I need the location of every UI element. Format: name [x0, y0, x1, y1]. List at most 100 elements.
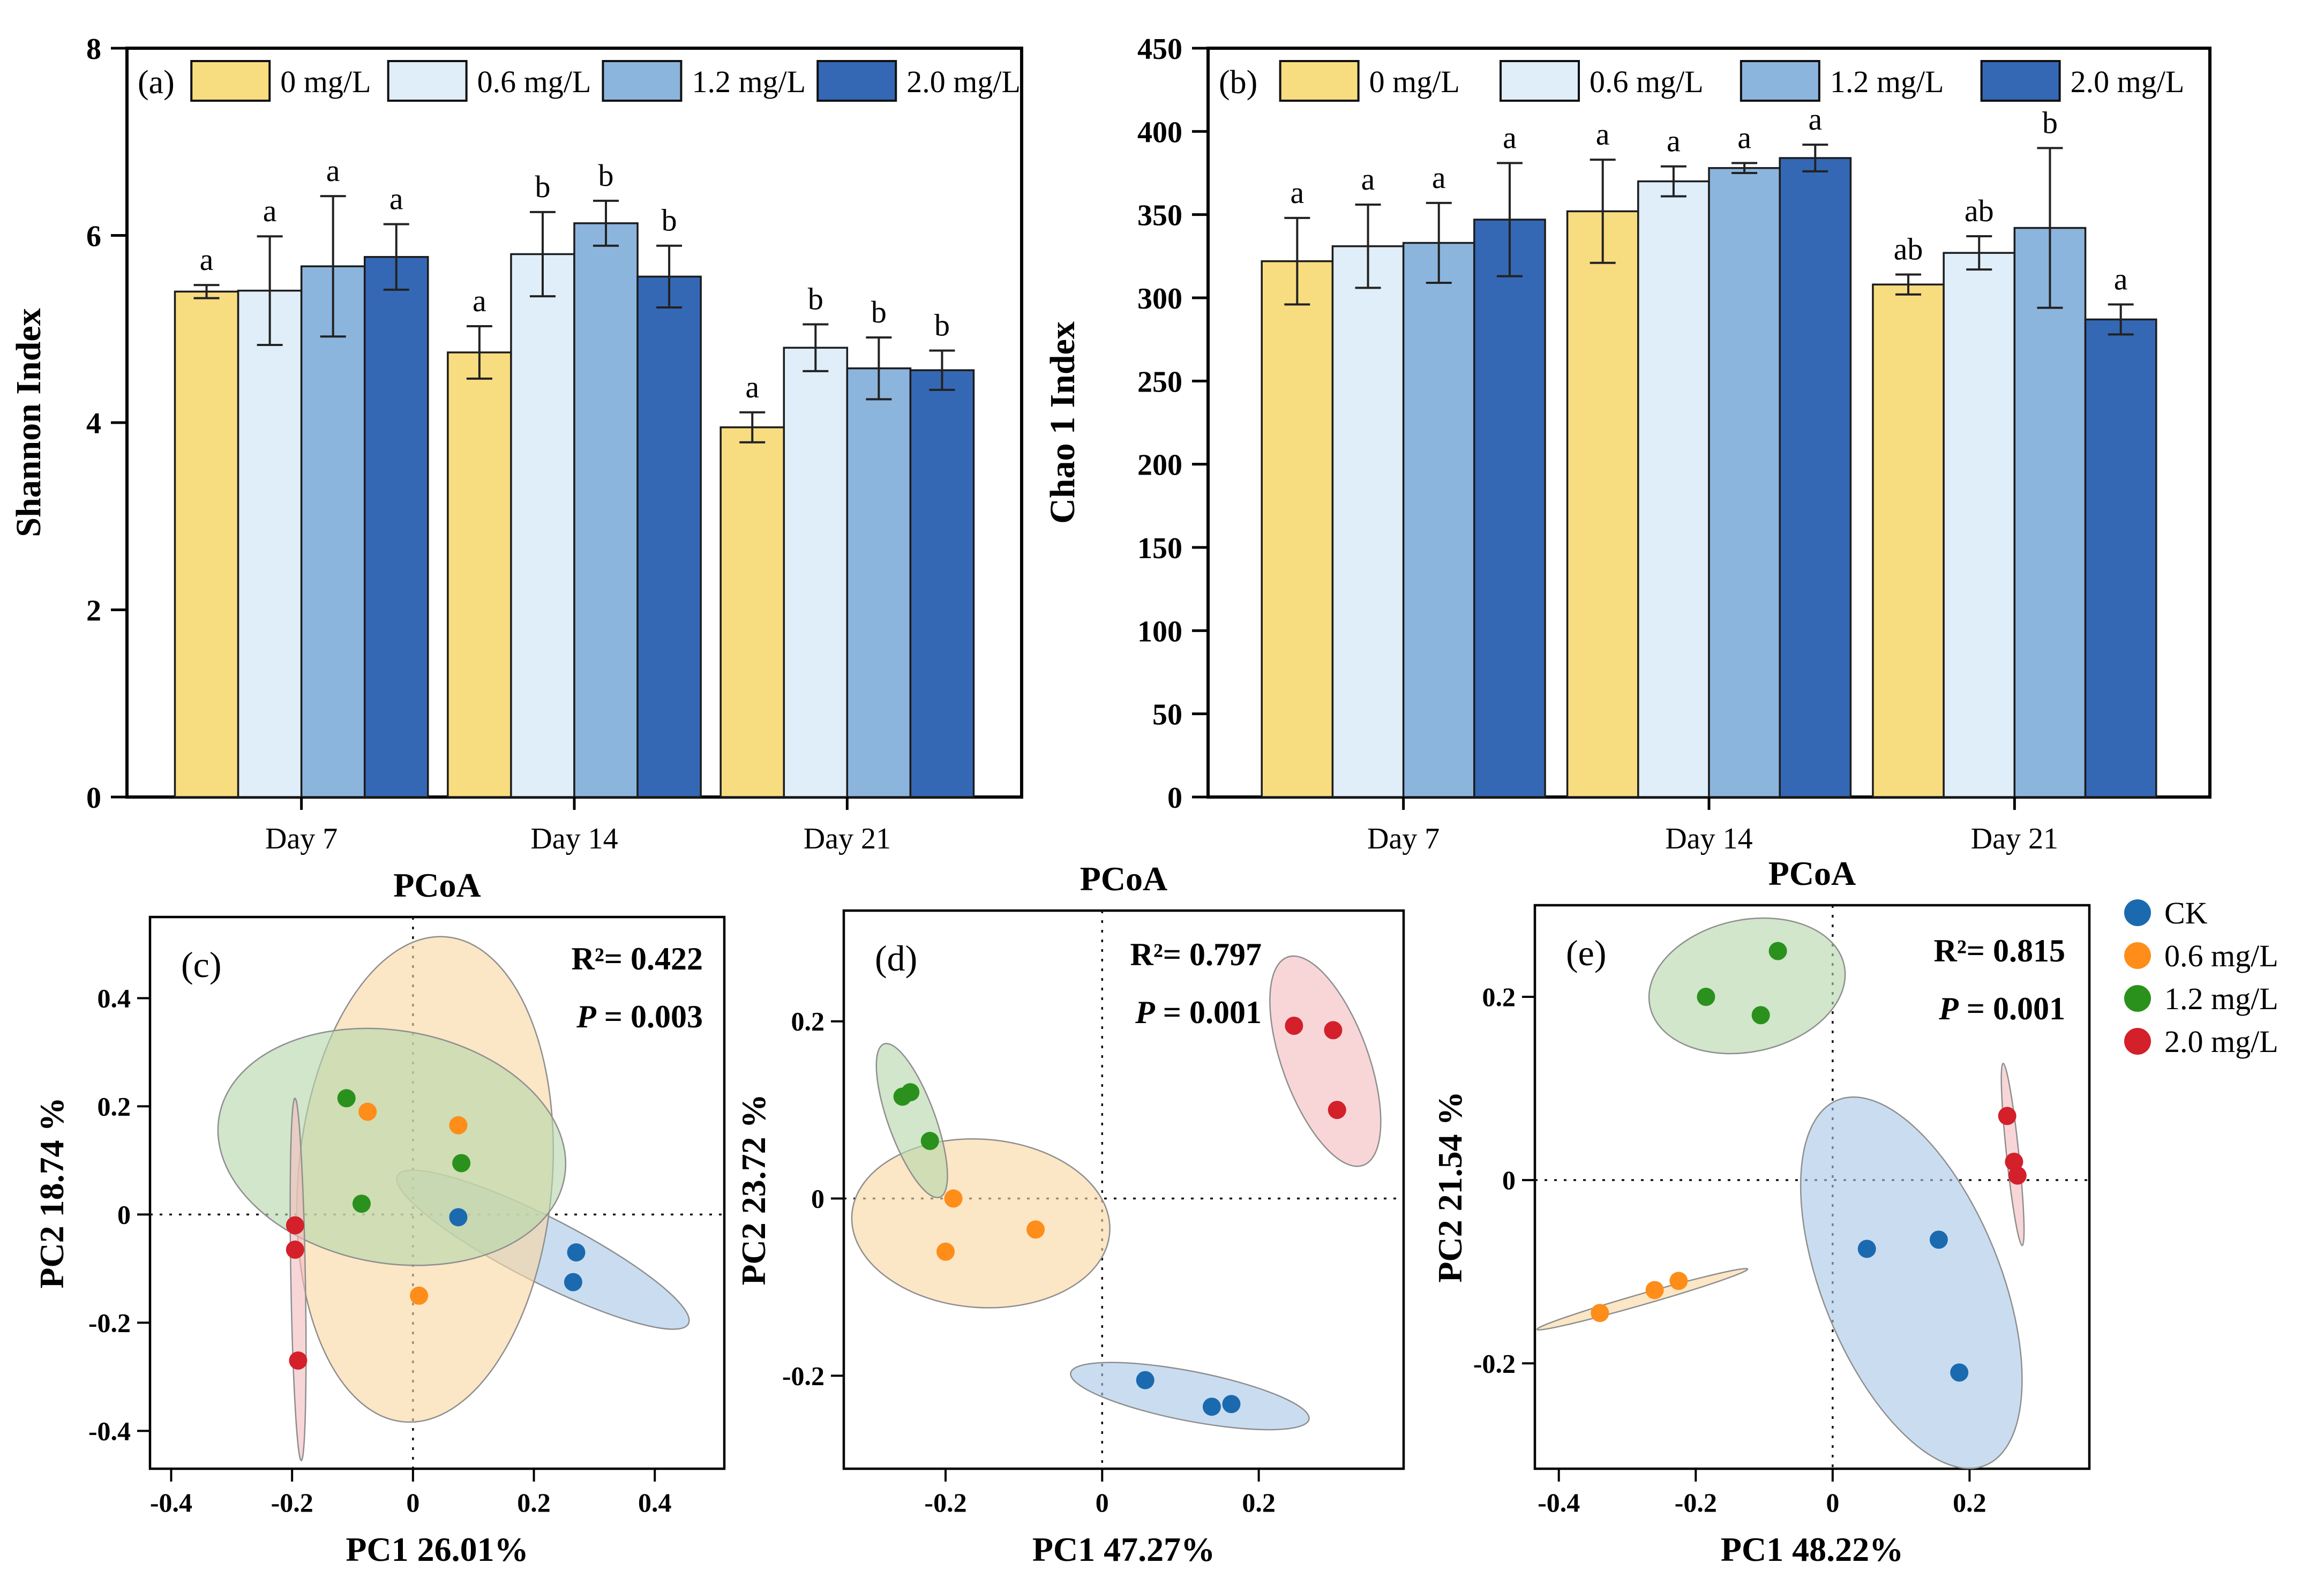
- y-axis-title: Shannon Index: [9, 308, 48, 537]
- scatter-point-0-6-mg-l: [449, 1116, 468, 1134]
- scatter-point-ck: [1136, 1371, 1154, 1389]
- y-axis-title: PC2 23.72 %: [734, 1094, 773, 1285]
- x-axis-category-label: Day 7: [265, 822, 338, 855]
- legend-swatch: [387, 60, 468, 102]
- x-axis-tick-label: -0.4: [150, 1487, 192, 1517]
- y-axis-tick-label: -0.4: [88, 1416, 131, 1446]
- scatter-point-0-6-mg-l: [358, 1102, 377, 1121]
- scatter-point-2-0-mg-l: [1998, 1107, 2016, 1125]
- scatter-point-ck: [1222, 1395, 1241, 1414]
- significance-letter: a: [326, 153, 340, 188]
- legend-dot-0-6-mg-l: [2124, 942, 2151, 969]
- bar: [363, 256, 429, 798]
- scatter-point-0-6-mg-l: [1669, 1272, 1688, 1290]
- p-annotation: P = 0.003: [576, 999, 703, 1034]
- y-axis-tick-label: -0.2: [782, 1361, 824, 1391]
- x-axis-title: PC1 26.01%: [346, 1530, 528, 1568]
- legend-label: 2.0 mg/L: [2071, 64, 2185, 99]
- legend-dot-ck: [2124, 899, 2151, 926]
- scatter-point-0-6-mg-l: [1645, 1281, 1664, 1299]
- panel-c-pcoa-plot: PCoA -0.4 -0.2 0 0.2 0.4 -0.4 -0.2 0 0.2 0.4 PC1 26…: [33, 866, 726, 1568]
- legend-swatch: [602, 60, 683, 102]
- y-axis-tick-label: 0: [1502, 1165, 1516, 1195]
- significance-letter: a: [1503, 120, 1517, 155]
- y-axis-tick-label: 8: [86, 33, 101, 66]
- significance-letter: ab: [1894, 232, 1923, 267]
- panel-b-bar-chart: 0 50 100 150 200 250 300 350 400 450 Chao 1 Index (…: [1043, 33, 2211, 855]
- y-axis-tick-label: 50: [1152, 698, 1182, 732]
- legend-label: 1.2 mg/L: [1830, 64, 1944, 99]
- confidence-ellipse-0-6-mg-l: [1536, 1268, 1749, 1331]
- significance-letter: a: [263, 193, 277, 228]
- x-axis-category-label: Day 21: [1971, 822, 2058, 855]
- significance-letter: b: [662, 203, 677, 238]
- y-axis-tick-label: 0: [117, 1199, 131, 1229]
- bar: [2084, 318, 2157, 798]
- legend-label: 0 mg/L: [280, 64, 371, 99]
- x-axis-title: PC1 48.22%: [1721, 1530, 1903, 1568]
- bar: [300, 265, 366, 798]
- x-axis-tick-label: 0: [1826, 1487, 1839, 1517]
- r2-annotation: R²= 0.797: [1130, 937, 1262, 972]
- panel-label: (a): [138, 64, 175, 101]
- legend-swatch: [816, 60, 897, 102]
- r2-annotation: R²= 0.815: [1933, 933, 2065, 968]
- x-axis-tick-label: 0.2: [1242, 1487, 1276, 1517]
- scatter-point-2-0-mg-l: [286, 1216, 304, 1235]
- y-axis-tick-label: 2: [86, 595, 101, 628]
- panel-label: (b): [1219, 64, 1257, 101]
- bar: [174, 290, 239, 798]
- x-axis-tick-label: 0: [406, 1487, 419, 1517]
- x-axis-category-label: Day 14: [1665, 822, 1752, 855]
- scatter-point-1-2-mg-l: [337, 1089, 356, 1108]
- panel-d-pcoa-plot: PCoA -0.2 0 0.2 -0.2 0 0.2 PC1 47.27% PC2 23.72 …: [734, 860, 1405, 1568]
- y-axis-title: PC2 21.54 %: [1431, 1091, 1469, 1282]
- legend-label: CK: [2164, 896, 2208, 930]
- p-annotation: P = 0.001: [1938, 991, 2065, 1026]
- bar: [1943, 252, 2016, 798]
- bar: [1708, 167, 1781, 798]
- scatter-point-1-2-mg-l: [1697, 988, 1715, 1006]
- bar: [1872, 283, 1945, 798]
- bar: [510, 253, 575, 798]
- panel-e-pcoa-plot: PCoA -0.4 -0.2 0 0.2 -0.2 0 0.2 PC1 48.22% PC2 21…: [1431, 854, 2278, 1568]
- scatter-point-1-2-mg-l: [1768, 942, 1787, 960]
- scatter-point-ck: [567, 1243, 586, 1262]
- bar: [846, 367, 912, 798]
- bar: [783, 347, 849, 798]
- bar: [719, 426, 785, 798]
- y-axis-tick-label: 350: [1137, 199, 1182, 232]
- scatter-point-ck: [449, 1208, 468, 1227]
- scatter-point-1-2-mg-l: [901, 1083, 920, 1102]
- y-axis-tick-label: 0.4: [98, 983, 131, 1013]
- x-axis-tick-label: -0.2: [1675, 1487, 1717, 1517]
- bar: [1331, 245, 1405, 798]
- significance-letter: a: [1290, 175, 1304, 210]
- legend-label: 0.6 mg/L: [477, 64, 591, 99]
- confidence-ellipse-1-2-mg-l: [217, 1027, 567, 1266]
- scatter-point-ck: [1950, 1363, 1969, 1382]
- bar: [1637, 180, 1710, 798]
- y-axis-tick-label: 150: [1137, 532, 1182, 565]
- significance-letter: a: [1432, 160, 1446, 195]
- significance-letter: b: [934, 307, 950, 342]
- confidence-ellipse-ck: [1800, 1096, 2023, 1469]
- y-axis-tick-label: 6: [86, 220, 101, 253]
- significance-letter: b: [871, 295, 887, 329]
- scatter-point-2-0-mg-l: [289, 1351, 308, 1370]
- legend-label: 1.2 mg/L: [2164, 981, 2278, 1016]
- scatter-point-0-6-mg-l: [1591, 1304, 1609, 1322]
- significance-letter: b: [808, 282, 823, 317]
- y-axis-tick-label: -0.2: [88, 1308, 131, 1337]
- significance-letter: a: [1737, 120, 1751, 155]
- scatter-point-0-6-mg-l: [410, 1286, 429, 1305]
- x-axis-category-label: Day 7: [1367, 822, 1440, 855]
- scatter-point-1-2-mg-l: [1751, 1006, 1770, 1025]
- y-axis-title: PC2 18.74 %: [33, 1097, 71, 1288]
- scatter-point-ck: [1929, 1230, 1948, 1249]
- y-axis-tick-label: 250: [1137, 365, 1182, 399]
- y-axis-tick-label: 0: [1167, 782, 1182, 815]
- scatter-point-2-0-mg-l: [2005, 1152, 2023, 1171]
- significance-letter: a: [473, 283, 486, 318]
